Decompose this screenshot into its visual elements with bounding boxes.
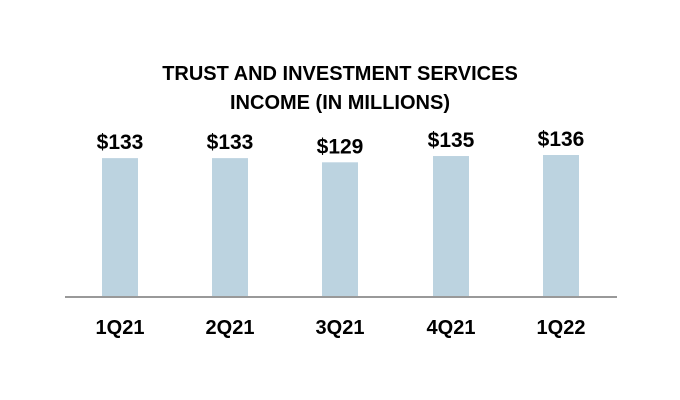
- bar-1q21: [102, 158, 138, 297]
- value-label-3q21: $129: [317, 135, 364, 158]
- chart-title-line-1: TRUST AND INVESTMENT SERVICES: [162, 63, 518, 85]
- category-label-2q21: 2Q21: [206, 317, 255, 339]
- category-label-3q21: 3Q21: [316, 317, 365, 339]
- bar-4q21: [433, 156, 469, 297]
- category-label-1q21: 1Q21: [96, 317, 145, 339]
- category-label-4q21: 4Q21: [427, 317, 476, 339]
- bar-3q21: [322, 162, 358, 297]
- chart-title-line-2: INCOME (IN MILLIONS): [230, 92, 450, 114]
- chart-title: TRUST AND INVESTMENT SERVICES INCOME (IN…: [0, 60, 680, 118]
- value-label-4q21: $135: [428, 129, 475, 152]
- category-label-1q22: 1Q22: [537, 317, 586, 339]
- value-label-2q21: $133: [207, 131, 254, 154]
- value-label-1q21: $133: [97, 131, 144, 154]
- bar-2q21: [212, 158, 248, 297]
- value-label-1q22: $136: [538, 128, 585, 151]
- bar-1q22: [543, 155, 579, 297]
